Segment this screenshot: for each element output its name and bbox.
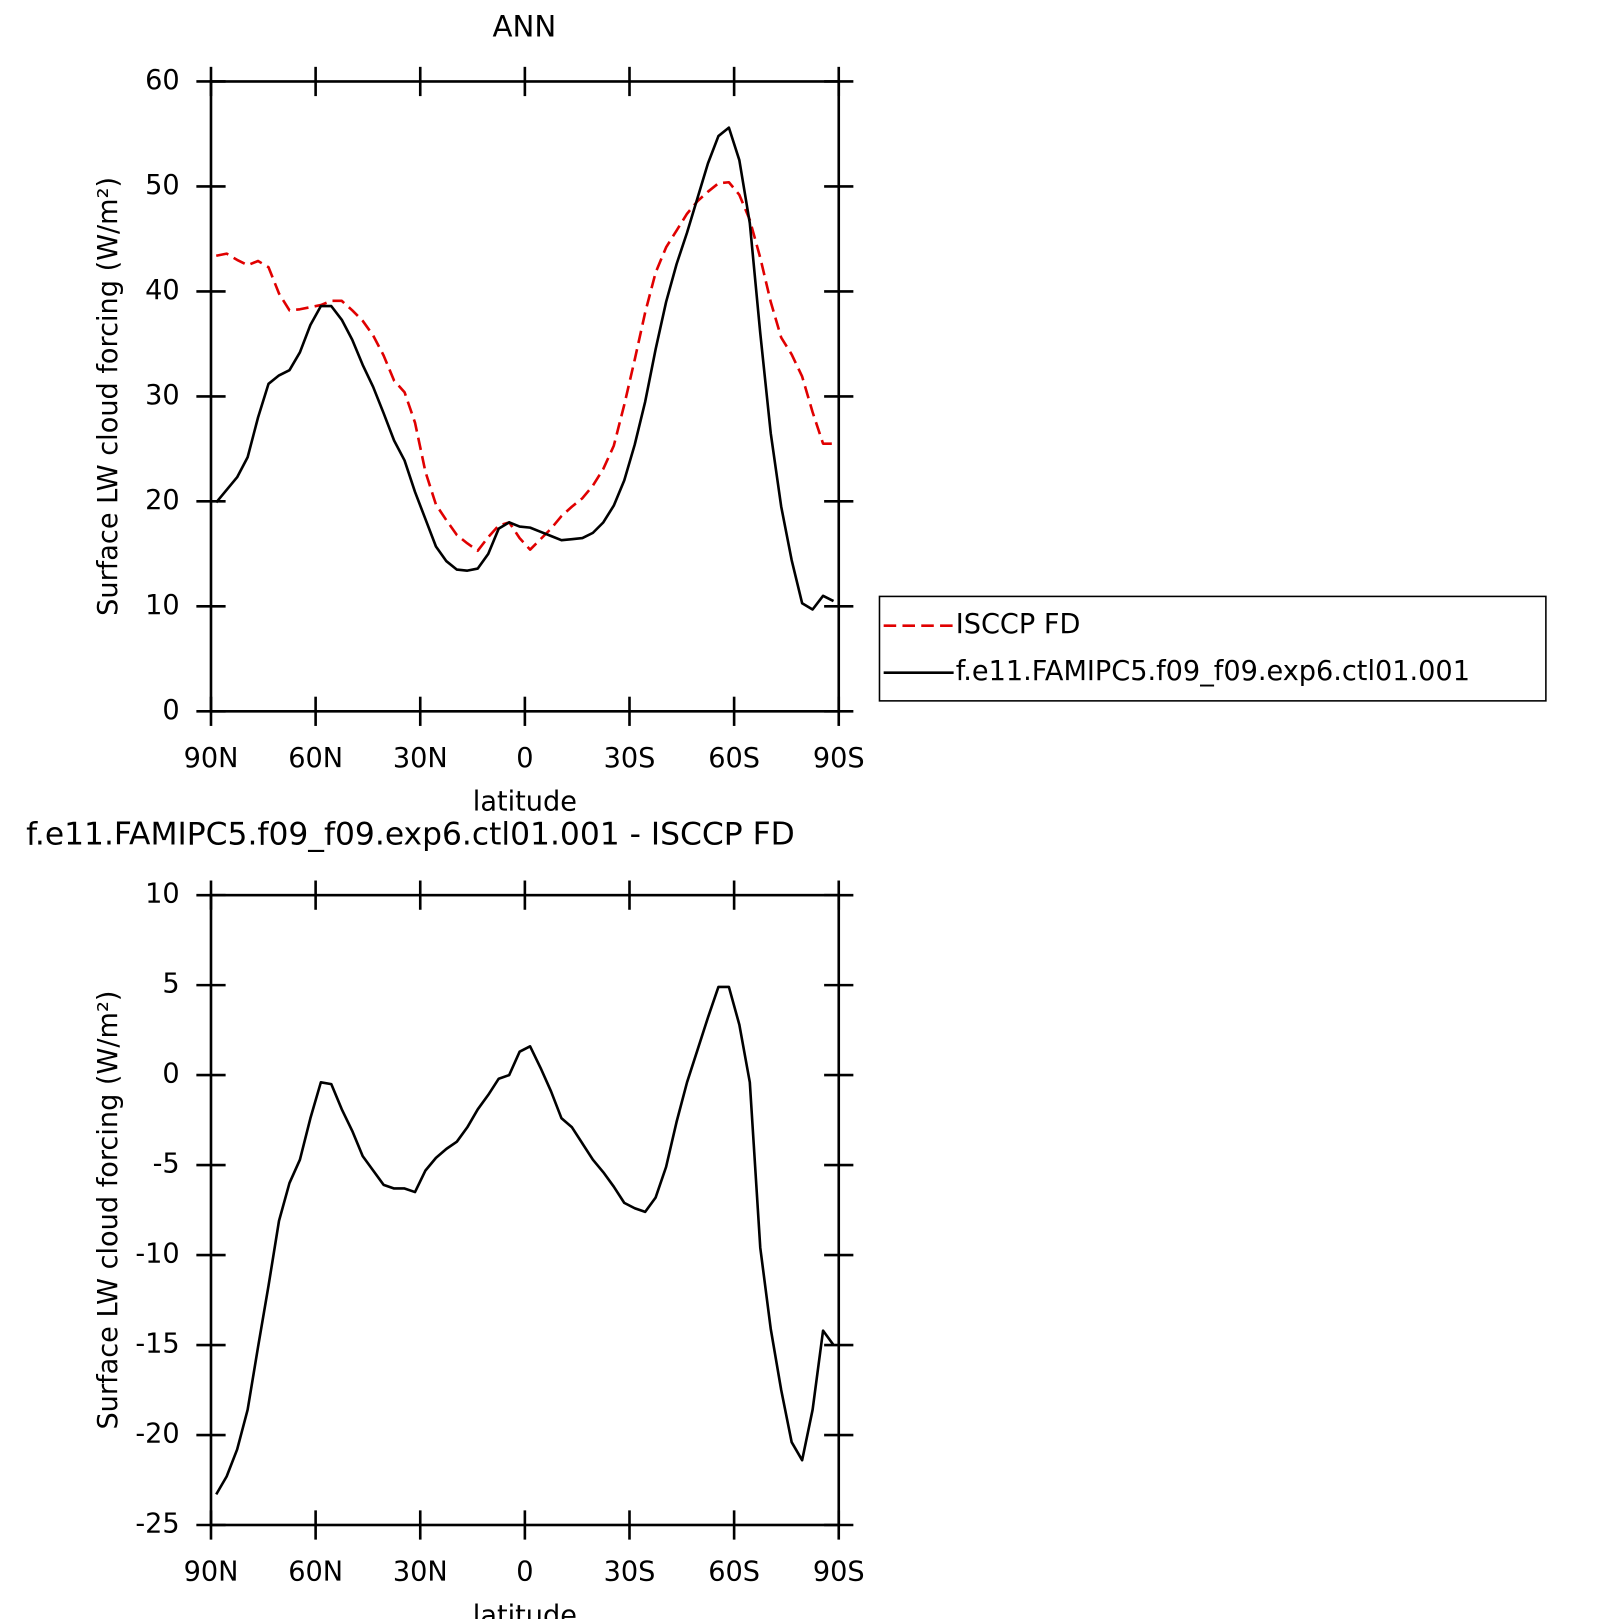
x-tick-label: 30S (604, 1557, 656, 1588)
x-tick-label: 90N (184, 1557, 239, 1588)
y-tick-label: 0 (162, 1059, 179, 1090)
plot-frame (209, 893, 841, 1527)
legend-label: ISCCP FD (956, 609, 1081, 640)
legend-box (878, 595, 1547, 702)
y-tick-label: 30 (145, 380, 180, 411)
data-line (215, 126, 835, 611)
y-tick-label: 40 (145, 275, 180, 306)
data-line (215, 985, 835, 1496)
x-tick-label: 0 (516, 1557, 533, 1588)
x-tick-label: 90S (813, 1557, 865, 1588)
y-tick-label: 20 (145, 485, 180, 516)
y-tick-label: -10 (135, 1239, 179, 1270)
y-tick-label: 10 (145, 879, 180, 910)
x-tick-label: 30S (604, 743, 656, 774)
x-tick-label: 60N (288, 1557, 343, 1588)
plot-frame (209, 80, 841, 713)
x-tick-label: 30N (393, 1557, 448, 1588)
y-axis-label: Surface LW cloud forcing (W/m²) (93, 991, 124, 1430)
y-tick-label: 5 (162, 969, 179, 1000)
y-tick-label: 60 (145, 65, 180, 96)
chart-title: f.e11.FAMIPC5.f09_f09.exp6.ctl01.001 - I… (26, 817, 795, 853)
x-tick-label: 60N (288, 743, 343, 774)
x-tick-label: 60S (708, 1557, 760, 1588)
x-axis-label: latitude (473, 1600, 577, 1619)
x-tick-label: 60S (708, 743, 760, 774)
y-axis-label: Surface LW cloud forcing (W/m²) (93, 177, 124, 616)
x-tick-label: 30N (393, 743, 448, 774)
x-tick-label: 0 (516, 743, 533, 774)
y-tick-label: -20 (135, 1419, 179, 1450)
y-tick-label: 0 (162, 695, 179, 726)
chart-title: ANN (492, 10, 556, 44)
y-tick-label: -15 (135, 1329, 179, 1360)
legend-label: f.e11.FAMIPC5.f09_f09.exp6.ctl01.001 (956, 656, 1470, 687)
y-tick-label: 10 (145, 590, 180, 621)
data-line (215, 180, 834, 553)
x-tick-label: 90N (184, 743, 239, 774)
y-tick-label: -5 (153, 1149, 180, 1180)
y-tick-label: -25 (135, 1508, 179, 1539)
y-tick-label: 50 (145, 170, 180, 201)
x-tick-label: 90S (813, 743, 865, 774)
x-axis-label: latitude (473, 787, 577, 818)
